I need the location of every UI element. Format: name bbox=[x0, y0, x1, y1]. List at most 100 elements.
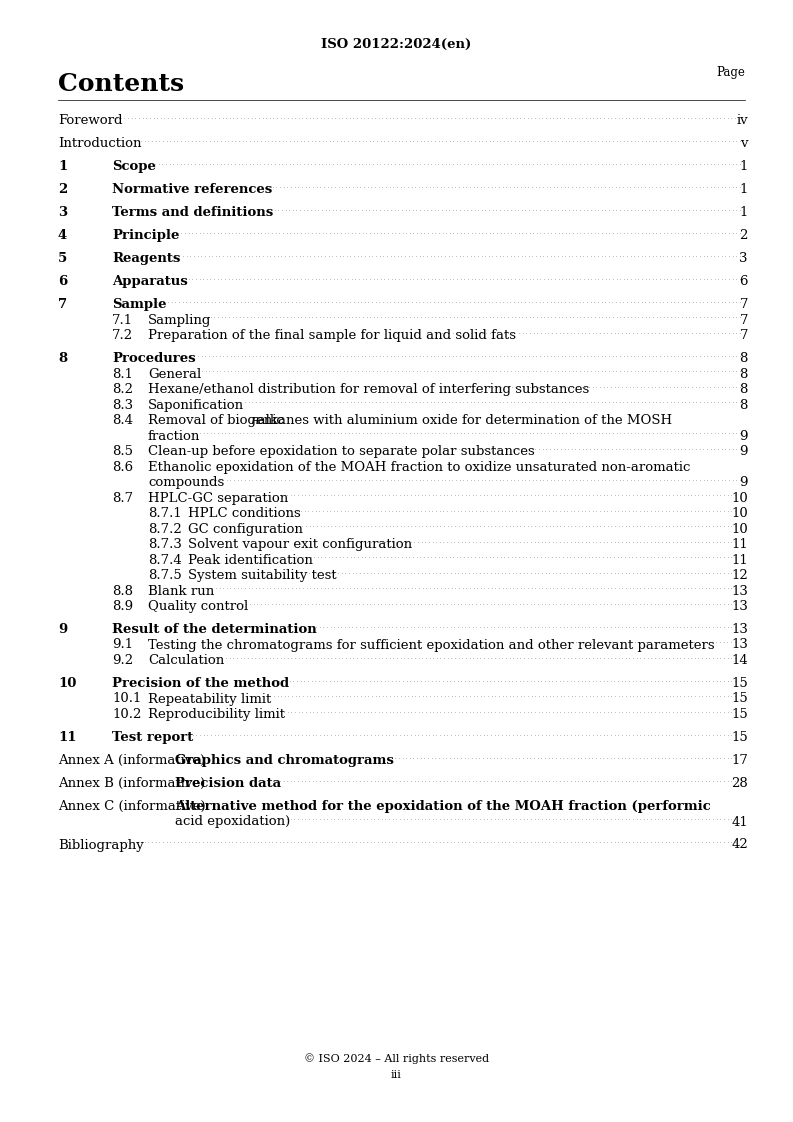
Point bbox=[262, 810, 275, 828]
Point bbox=[626, 748, 639, 766]
Point bbox=[289, 293, 302, 311]
Point bbox=[234, 177, 247, 195]
Point bbox=[344, 247, 357, 265]
Point bbox=[324, 617, 337, 635]
Point bbox=[423, 595, 435, 613]
Point bbox=[389, 309, 402, 327]
Point bbox=[527, 269, 539, 287]
Point bbox=[681, 687, 694, 705]
Point bbox=[500, 109, 512, 127]
Point bbox=[339, 177, 352, 195]
Point bbox=[525, 517, 538, 535]
Point bbox=[281, 309, 293, 327]
Point bbox=[485, 502, 497, 519]
Point bbox=[663, 563, 676, 581]
Point bbox=[491, 377, 504, 395]
Point bbox=[274, 309, 286, 327]
Point bbox=[243, 470, 255, 488]
Point bbox=[543, 579, 556, 597]
Point bbox=[396, 595, 409, 613]
Point bbox=[579, 486, 592, 504]
Point bbox=[486, 393, 499, 411]
Point bbox=[385, 131, 398, 149]
Point bbox=[454, 155, 466, 173]
Point bbox=[683, 201, 695, 219]
Point bbox=[730, 155, 742, 173]
Point bbox=[659, 595, 672, 613]
Point bbox=[288, 223, 301, 241]
Point bbox=[573, 247, 586, 265]
Point bbox=[682, 323, 695, 341]
Point bbox=[674, 772, 687, 790]
Point bbox=[449, 649, 462, 666]
Point bbox=[645, 833, 657, 850]
Point bbox=[603, 362, 615, 380]
Point bbox=[614, 223, 626, 241]
Point bbox=[469, 748, 482, 766]
Point bbox=[719, 177, 732, 195]
Point bbox=[676, 633, 689, 651]
Point bbox=[412, 563, 424, 581]
Point bbox=[325, 109, 338, 127]
Point bbox=[645, 748, 657, 766]
Point bbox=[462, 595, 475, 613]
Point bbox=[439, 247, 451, 265]
Point bbox=[688, 702, 701, 720]
Point bbox=[486, 247, 499, 265]
Point bbox=[619, 486, 632, 504]
Point bbox=[463, 772, 476, 790]
Point bbox=[577, 247, 590, 265]
Point bbox=[708, 377, 721, 395]
Point bbox=[295, 269, 308, 287]
Point bbox=[701, 247, 714, 265]
Point bbox=[708, 155, 721, 173]
Point bbox=[463, 563, 476, 581]
Point bbox=[721, 486, 734, 504]
Point bbox=[308, 687, 320, 705]
Point bbox=[480, 309, 492, 327]
Point bbox=[692, 748, 705, 766]
Point bbox=[449, 440, 462, 458]
Point bbox=[448, 833, 461, 850]
Point bbox=[711, 579, 723, 597]
Point bbox=[538, 155, 550, 173]
Point bbox=[425, 269, 438, 287]
Point bbox=[685, 595, 698, 613]
Point bbox=[358, 393, 371, 411]
Point bbox=[275, 393, 288, 411]
Text: 11: 11 bbox=[731, 539, 748, 551]
Point bbox=[452, 533, 465, 551]
Point bbox=[390, 772, 403, 790]
Point bbox=[509, 377, 522, 395]
Point bbox=[320, 563, 333, 581]
Point bbox=[508, 293, 520, 311]
Point bbox=[587, 517, 600, 535]
Point bbox=[641, 833, 653, 850]
Point bbox=[309, 131, 322, 149]
Point bbox=[534, 223, 547, 241]
Point bbox=[439, 155, 452, 173]
Point bbox=[420, 293, 433, 311]
Point bbox=[554, 579, 567, 597]
Point bbox=[638, 377, 650, 395]
Point bbox=[203, 155, 216, 173]
Point bbox=[697, 323, 710, 341]
Text: 6: 6 bbox=[740, 275, 748, 288]
Point bbox=[202, 247, 215, 265]
Point bbox=[580, 293, 593, 311]
Point bbox=[670, 748, 683, 766]
Point bbox=[363, 748, 376, 766]
Point bbox=[507, 726, 519, 744]
Point bbox=[317, 177, 330, 195]
Point bbox=[670, 833, 683, 850]
Point bbox=[697, 223, 710, 241]
Point bbox=[457, 247, 469, 265]
Point bbox=[648, 748, 661, 766]
Point bbox=[679, 177, 691, 195]
Point bbox=[440, 309, 453, 327]
Point bbox=[325, 177, 338, 195]
Point bbox=[721, 517, 734, 535]
Point bbox=[639, 470, 652, 488]
Point bbox=[230, 726, 243, 744]
Point bbox=[405, 649, 418, 666]
